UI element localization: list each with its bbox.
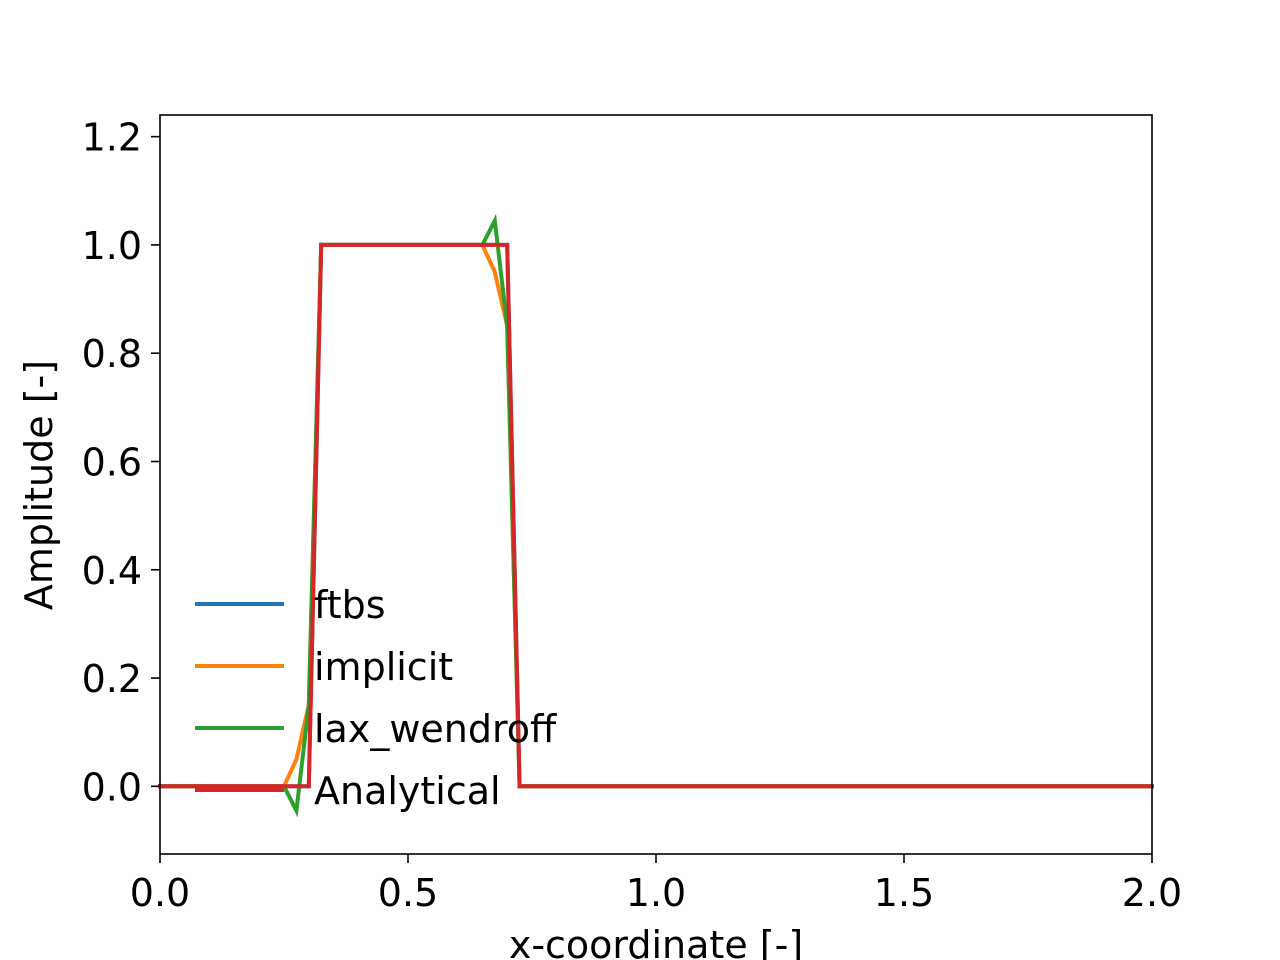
legend: ftbs implicit lax_wendroff Analytical xyxy=(195,583,557,813)
y-tick-label: 0.8 xyxy=(82,332,142,376)
x-tick-label: 1.0 xyxy=(626,871,686,915)
legend-label-implicit: implicit xyxy=(314,645,453,689)
y-tick-label: 1.0 xyxy=(82,224,142,268)
y-tick-label: 0.2 xyxy=(82,657,142,701)
y-axis: 0.0 0.2 0.4 0.6 0.8 1.0 1.2 xyxy=(82,116,160,809)
x-axis-label: x-coordinate [-] xyxy=(509,923,803,960)
plot-lines xyxy=(158,213,1154,818)
legend-label-analytical: Analytical xyxy=(314,769,501,813)
x-tick-label: 0.0 xyxy=(130,871,190,915)
y-tick-label: 0.4 xyxy=(82,549,142,593)
y-tick-label: 0.6 xyxy=(82,440,142,484)
legend-label-lax-wendroff: lax_wendroff xyxy=(314,707,557,751)
x-tick-label: 0.5 xyxy=(378,871,438,915)
legend-label-ftbs: ftbs xyxy=(314,583,386,627)
x-tick-label: 1.5 xyxy=(874,871,934,915)
y-tick-label: 1.2 xyxy=(82,116,142,160)
y-axis-label: Amplitude [-] xyxy=(17,360,61,610)
series-line-analytical xyxy=(158,242,1154,789)
x-tick-label: 2.0 xyxy=(1122,871,1182,915)
y-tick-label: 0.0 xyxy=(82,765,142,809)
x-axis: 0.0 0.5 1.0 1.5 2.0 xyxy=(130,854,1182,915)
